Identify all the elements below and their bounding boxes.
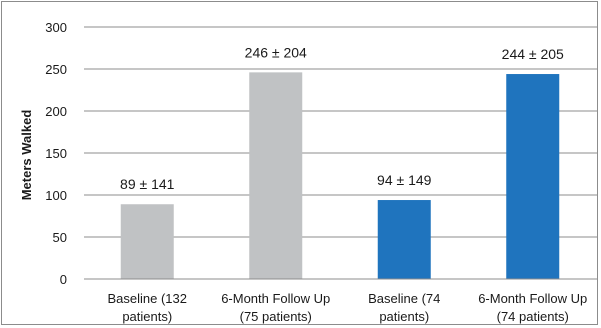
x-category-label: Baseline (132 patients) (108, 291, 188, 324)
y-tick-label: 0 (60, 272, 67, 287)
data-label: 244 ± 205 (502, 46, 564, 62)
y-tick-label: 300 (45, 20, 67, 35)
data-label: 89 ± 141 (120, 176, 175, 192)
bar (249, 72, 303, 279)
data-label: 94 ± 149 (377, 172, 432, 188)
y-axis-ticks: 0 50 100 150 200 250 300 (45, 20, 67, 287)
bar (120, 204, 174, 279)
bars (120, 72, 560, 279)
y-tick-label: 250 (45, 62, 67, 77)
x-axis-categories: Baseline (132 patients) 6-Month Follow Up(… (108, 291, 588, 324)
data-label: 246 ± 204 (245, 44, 307, 60)
x-category-label: 6-Month Follow Up (74 patients) (478, 291, 587, 324)
bar (377, 200, 431, 279)
y-tick-label: 150 (45, 146, 67, 161)
bar (506, 74, 560, 279)
y-tick-label: 50 (53, 230, 67, 245)
y-tick-label: 200 (45, 104, 67, 119)
y-tick-label: 100 (45, 188, 67, 203)
x-category-label: 6-Month Follow Up (75 patients) (221, 291, 330, 324)
y-axis-title: Meters Walked (19, 110, 34, 201)
x-category-label: Baseline (74 patients) (368, 291, 440, 324)
data-labels: 89 ± 141 246 ± 204 94 ± 149 244 ± 205 (120, 44, 564, 192)
